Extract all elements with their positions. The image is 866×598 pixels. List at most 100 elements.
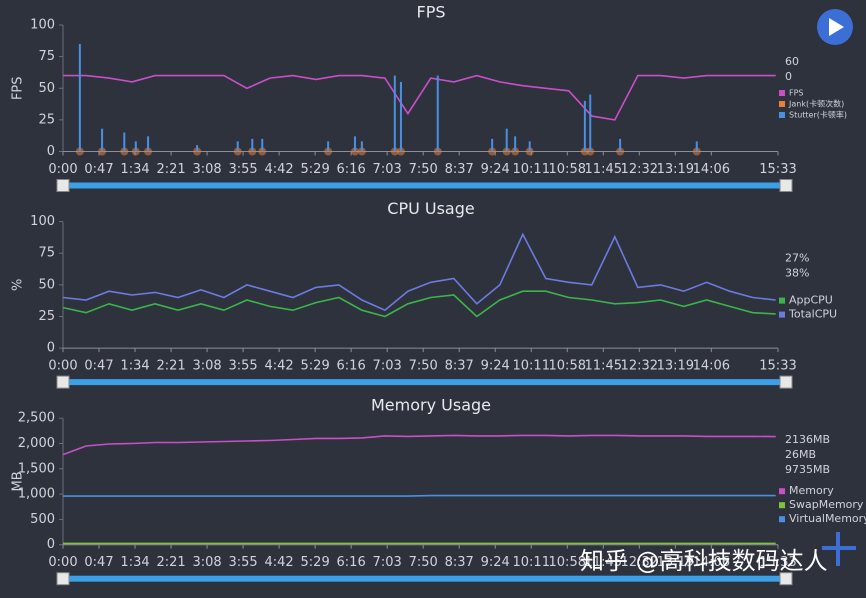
x-tick-label: 11:45 <box>585 162 622 177</box>
stutter-bar <box>123 132 126 152</box>
slider-handle[interactable] <box>779 179 793 192</box>
current-value: 26MB <box>785 448 816 461</box>
stutter-bar <box>261 138 264 152</box>
x-tick-label: 9:24 <box>481 555 510 570</box>
range-slider[interactable] <box>63 182 786 189</box>
x-tick-label: 11:45 <box>585 359 622 374</box>
y-axis-label: MB <box>11 471 26 491</box>
x-tick-label: 15:33 <box>759 359 796 374</box>
series-line <box>63 74 776 121</box>
legend-swatch <box>779 311 785 318</box>
slider-handle[interactable] <box>779 572 793 586</box>
x-tick-label: 6:16 <box>337 359 366 374</box>
stutter-bar <box>505 128 508 152</box>
x-tick-label: 5:29 <box>301 162 330 177</box>
x-tick-label: 12:32 <box>621 162 658 177</box>
x-tick-label: 13:19 <box>657 359 694 374</box>
stutter-bar <box>528 141 531 152</box>
legend-label: TotalCPU <box>788 308 837 321</box>
legend-swatch <box>779 516 785 523</box>
x-tick-label: 14:06 <box>693 162 730 177</box>
slider-handle[interactable] <box>56 375 70 389</box>
legend-label: Stutter(卡顿率) <box>789 110 847 120</box>
y-tick-label: 50 <box>38 81 55 96</box>
y-tick-label: 50 <box>38 277 55 292</box>
y-tick-label: 0 <box>47 537 55 552</box>
stutter-bar <box>251 138 254 152</box>
series-line <box>62 290 776 318</box>
y-tick-label: 0 <box>47 341 55 356</box>
x-tick-label: 0:47 <box>84 162 113 177</box>
y-tick-label: 500 <box>30 512 55 527</box>
x-tick-label: 5:29 <box>301 359 330 374</box>
y-axis-label: % <box>11 279 26 291</box>
x-tick-label: 2:21 <box>156 359 185 374</box>
x-tick-label: 3:55 <box>228 162 257 177</box>
current-value: 38% <box>785 267 809 280</box>
x-tick-label: 6:16 <box>337 555 366 570</box>
x-tick-label: 7:03 <box>373 359 402 374</box>
y-tick-label: 100 <box>30 214 55 229</box>
stutter-bar <box>327 141 330 152</box>
x-tick-label: 10:58 <box>549 555 586 570</box>
x-tick-label: 7:03 <box>373 162 402 177</box>
x-tick-label: 8:37 <box>445 555 474 570</box>
x-tick-label: 3:08 <box>192 359 221 374</box>
x-tick-label: 10:11 <box>513 555 550 570</box>
stutter-bar <box>436 75 439 152</box>
x-tick-label: 7:50 <box>409 555 438 570</box>
x-tick-label: 13:19 <box>657 162 694 177</box>
x-tick-label: 7:03 <box>373 555 402 570</box>
stutter-bar <box>78 43 81 152</box>
series-line <box>63 494 776 497</box>
play-icon[interactable] <box>829 18 844 36</box>
chart-title: FPS <box>416 3 445 22</box>
x-tick-label: 10:58 <box>549 359 586 374</box>
x-tick-label: 14:06 <box>693 555 730 570</box>
x-tick-label: 0:47 <box>84 359 113 374</box>
x-tick-label: 3:55 <box>228 555 257 570</box>
legend-label: VirtualMemory <box>789 512 866 525</box>
series-line <box>62 434 776 456</box>
slider-handle[interactable] <box>56 572 70 586</box>
stutter-bar <box>360 141 363 152</box>
y-tick-label: 1,500 <box>18 461 55 476</box>
stutter-bar <box>236 141 239 152</box>
x-tick-label: 15:33 <box>759 162 796 177</box>
y-tick-label: 25 <box>38 112 55 127</box>
x-tick-label: 0:00 <box>48 359 77 374</box>
stutter-bar <box>399 81 402 152</box>
current-value: 27% <box>785 252 809 265</box>
range-slider[interactable] <box>63 575 786 582</box>
x-tick-label: 12:32 <box>621 555 658 570</box>
stutter-bar <box>695 141 698 152</box>
y-tick-label: 0 <box>47 144 55 159</box>
x-tick-label: 8:37 <box>445 162 474 177</box>
stutter-bar <box>589 94 592 152</box>
x-tick-label: 10:11 <box>513 162 550 177</box>
add-icon[interactable] <box>822 532 856 566</box>
x-tick-label: 15:33 <box>759 555 796 570</box>
watermark: 知乎 @高科技数码达人 <box>580 547 828 575</box>
slider-handle[interactable] <box>56 179 70 192</box>
stutter-bar <box>147 136 150 152</box>
legend-label: SwapMemory <box>789 498 864 511</box>
slider-handle[interactable] <box>779 375 793 389</box>
legend-label: FPS <box>789 89 804 98</box>
current-value: 9735MB <box>785 463 830 476</box>
stutter-bar <box>393 75 396 152</box>
x-tick-label: 4:42 <box>265 555 294 570</box>
y-tick-label: 25 <box>38 309 55 324</box>
stutter-bar <box>134 141 137 152</box>
play-button[interactable] <box>817 9 853 45</box>
y-axis-label: FPS <box>11 76 26 100</box>
current-value: 2136MB <box>785 433 830 446</box>
chart-title: CPU Usage <box>387 199 474 218</box>
current-value: 60 <box>785 55 799 68</box>
legend-swatch <box>779 101 785 107</box>
x-tick-label: 0:47 <box>84 555 113 570</box>
legend-swatch <box>779 488 785 495</box>
range-slider[interactable] <box>63 379 786 386</box>
